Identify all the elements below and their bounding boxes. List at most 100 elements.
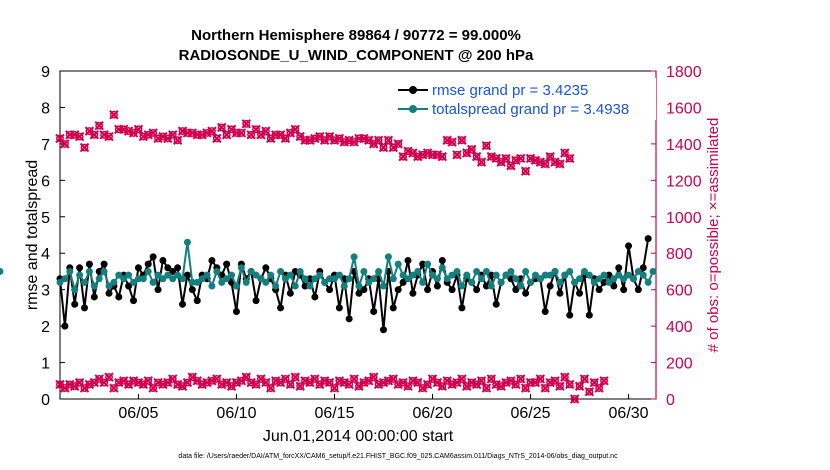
obs-assimilated-marker: [373, 135, 384, 145]
y-tick-label: 2: [41, 319, 50, 336]
obs-cross-stroke: [520, 166, 531, 176]
rmse-point: [605, 271, 613, 279]
y-tick-label: 3: [41, 283, 50, 300]
obs-possible-low-marker: [70, 382, 79, 391]
obs-cross-stroke: [226, 124, 237, 135]
obs-assimilated-marker: [241, 119, 251, 129]
spread-point: [610, 275, 618, 283]
obs-cross-stroke: [555, 381, 565, 391]
obs-possible-low-marker: [369, 373, 378, 382]
spread-point: [580, 267, 588, 275]
legend-rmse-label: rmse grand pr = 3.4235: [432, 82, 588, 99]
obs-cross-stroke: [373, 135, 384, 145]
spread-point: [174, 271, 182, 279]
spread-point: [232, 282, 240, 290]
rmse-point: [125, 282, 133, 290]
obs-cross-stroke: [589, 377, 599, 388]
legend-spread-marker: [409, 105, 417, 113]
spread-point: [272, 282, 280, 290]
obs-possible-low-marker: [482, 384, 491, 393]
rmse-point: [576, 289, 584, 297]
left-axis-ticks: 0 1 2 3 4 5 6 7 8 9: [41, 64, 65, 409]
rmse-point: [438, 257, 446, 265]
spread-point: [71, 286, 79, 294]
obs-cross-stroke: [344, 135, 354, 145]
obs-possible-low-marker: [266, 384, 275, 393]
obs-assimilated-marker: [516, 153, 526, 164]
obs-cross-stroke: [491, 153, 501, 164]
obs-cross-stroke: [408, 148, 418, 158]
rmse-point: [144, 260, 152, 268]
obs-possible-marker: [320, 136, 329, 145]
chart-title-line1: Northern Hemisphere 89864 / 90772 = 99.0…: [191, 27, 521, 44]
chart-marks: [0, 110, 657, 404]
rmse-point: [379, 326, 387, 334]
spread-point: [468, 278, 476, 286]
obs-assimilated-marker: [481, 141, 492, 151]
obs-cross-stroke: [324, 131, 335, 142]
rmse-point: [409, 289, 417, 297]
spread-point: [198, 275, 206, 283]
obs-assimilated-marker: [540, 159, 550, 169]
rmse-point: [487, 271, 495, 279]
obs-assimilated-low-marker: [574, 381, 585, 391]
obs-assimilated-marker: [74, 131, 85, 142]
obs-cross-stroke: [378, 142, 389, 153]
obs-possible-low-marker: [595, 384, 604, 393]
rmse-point: [625, 242, 633, 250]
rmse-point: [164, 264, 172, 272]
obs-assimilated-low-marker: [579, 374, 590, 384]
y2-tick-label: 1800: [666, 64, 702, 81]
obs-cross-stroke: [168, 130, 178, 140]
obs-possible-marker: [389, 143, 398, 152]
obs-possible-marker: [315, 132, 324, 141]
obs-cross-stroke: [187, 128, 198, 138]
y-axis-label: rmse and totalspread: [24, 160, 41, 310]
spread-point: [639, 271, 647, 279]
spread-point: [502, 271, 510, 279]
rmse-point: [644, 235, 652, 243]
obs-possible-marker: [232, 129, 241, 137]
obs-cross-stroke: [55, 379, 65, 390]
obs-possible-low-marker: [521, 384, 530, 393]
obs-possible-marker: [492, 154, 501, 163]
spread-point: [566, 267, 574, 275]
obs-possible-marker: [80, 143, 89, 152]
obs-possible-low-marker: [438, 382, 447, 391]
spread-point: [242, 278, 250, 286]
spread-point: [330, 275, 338, 283]
obs-assimilated-marker: [212, 133, 222, 144]
y2-tick-label: 400: [666, 319, 693, 336]
rmse-point: [595, 286, 603, 294]
obs-assimilated-marker: [89, 130, 100, 140]
spread-point: [350, 253, 358, 261]
rmse-point: [291, 267, 299, 275]
spread-point: [379, 282, 387, 290]
obs-cross-stroke: [516, 153, 526, 164]
obs-assimilated-marker: [393, 139, 403, 149]
obs-cross-stroke: [550, 157, 560, 167]
obs-cross-stroke: [270, 376, 281, 386]
obs-cross-stroke: [368, 372, 379, 382]
rmse-point: [61, 322, 69, 330]
obs-possible-marker: [266, 134, 275, 143]
obs-cross-stroke: [207, 126, 217, 136]
obs-possible-marker: [521, 167, 530, 176]
rmse-point: [326, 286, 334, 294]
obs-cross-stroke: [119, 124, 129, 135]
obs-cross-stroke: [516, 374, 526, 384]
rmse-point: [179, 300, 187, 308]
spread-point: [620, 275, 628, 283]
rmse-point: [399, 278, 407, 286]
obs-possible-marker: [105, 132, 113, 141]
obs-cross-stroke: [241, 372, 251, 382]
obs-possible-low-marker: [585, 387, 594, 396]
y-tick-label: 5: [41, 210, 50, 227]
rmse-point: [286, 289, 294, 297]
y2-tick-label: 600: [666, 283, 693, 300]
rmse-point: [95, 267, 103, 275]
obs-cross-stroke: [212, 133, 222, 144]
obs-cross-stroke: [55, 133, 65, 144]
obs-possible-marker: [129, 129, 138, 137]
obs-cross-stroke: [574, 381, 585, 391]
